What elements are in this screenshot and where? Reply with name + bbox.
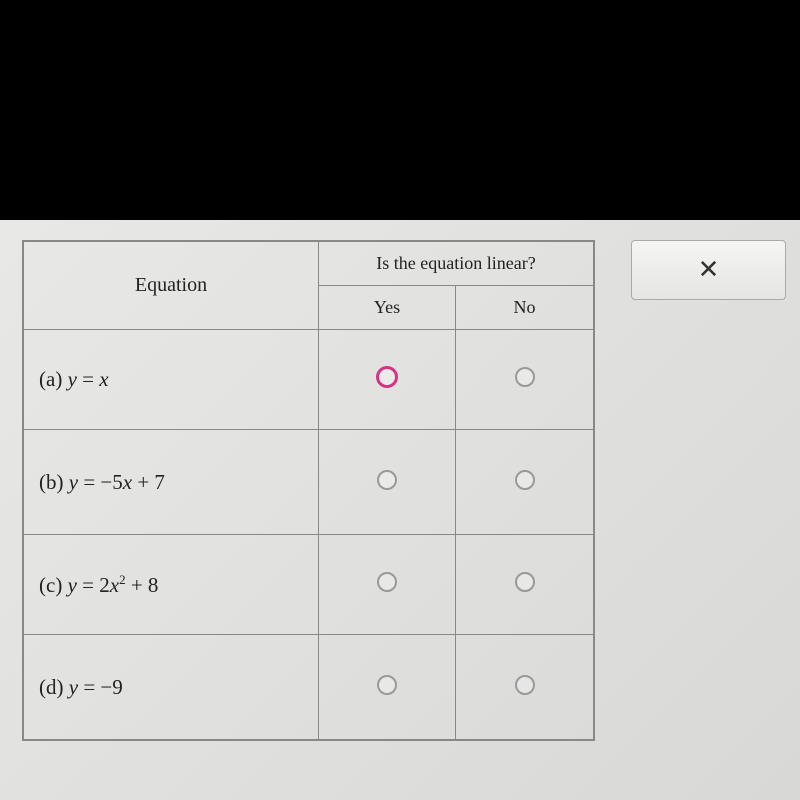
- equation-table-container: Equation Is the equation linear? Yes No …: [22, 240, 595, 741]
- header-row-1: Equation Is the equation linear?: [24, 242, 594, 286]
- yes-radio-cell-d: [319, 635, 456, 740]
- equation-table: Equation Is the equation linear? Yes No …: [23, 241, 594, 740]
- close-button[interactable]: ✕: [631, 240, 786, 300]
- no-radio-b[interactable]: [515, 470, 535, 490]
- linear-question-header: Is the equation linear?: [319, 242, 594, 286]
- yes-radio-cell-c: [319, 535, 456, 635]
- yes-radio-b[interactable]: [377, 470, 397, 490]
- table-row: (b) y = −5x + 7: [24, 430, 594, 535]
- no-radio-cell-c: [456, 535, 594, 635]
- yes-radio-cell-b: [319, 430, 456, 535]
- content-area: Equation Is the equation linear? Yes No …: [0, 220, 800, 800]
- equation-cell-a: (a) y = x: [24, 330, 319, 430]
- equation-cell-d: (d) y = −9: [24, 635, 319, 740]
- no-radio-d[interactable]: [515, 675, 535, 695]
- table-row: (a) y = x: [24, 330, 594, 430]
- no-radio-cell-a: [456, 330, 594, 430]
- yes-radio-c[interactable]: [377, 572, 397, 592]
- yes-radio-d[interactable]: [377, 675, 397, 695]
- equation-cell-c: (c) y = 2x2 + 8: [24, 535, 319, 635]
- yes-radio-cell-a: [319, 330, 456, 430]
- no-radio-cell-d: [456, 635, 594, 740]
- equation-prefix: (c): [39, 573, 68, 597]
- yes-radio-a[interactable]: [376, 366, 398, 388]
- equation-cell-b: (b) y = −5x + 7: [24, 430, 319, 535]
- no-column-header: No: [456, 286, 594, 330]
- equation-column-header: Equation: [24, 242, 319, 330]
- yes-column-header: Yes: [319, 286, 456, 330]
- table-row: (c) y = 2x2 + 8: [24, 535, 594, 635]
- table-row: (d) y = −9: [24, 635, 594, 740]
- equation-prefix: (b): [39, 470, 69, 494]
- no-radio-c[interactable]: [515, 572, 535, 592]
- close-icon: ✕: [698, 255, 720, 285]
- equation-prefix: (d): [39, 675, 69, 699]
- no-radio-cell-b: [456, 430, 594, 535]
- no-radio-a[interactable]: [515, 367, 535, 387]
- equation-prefix: (a): [39, 367, 68, 391]
